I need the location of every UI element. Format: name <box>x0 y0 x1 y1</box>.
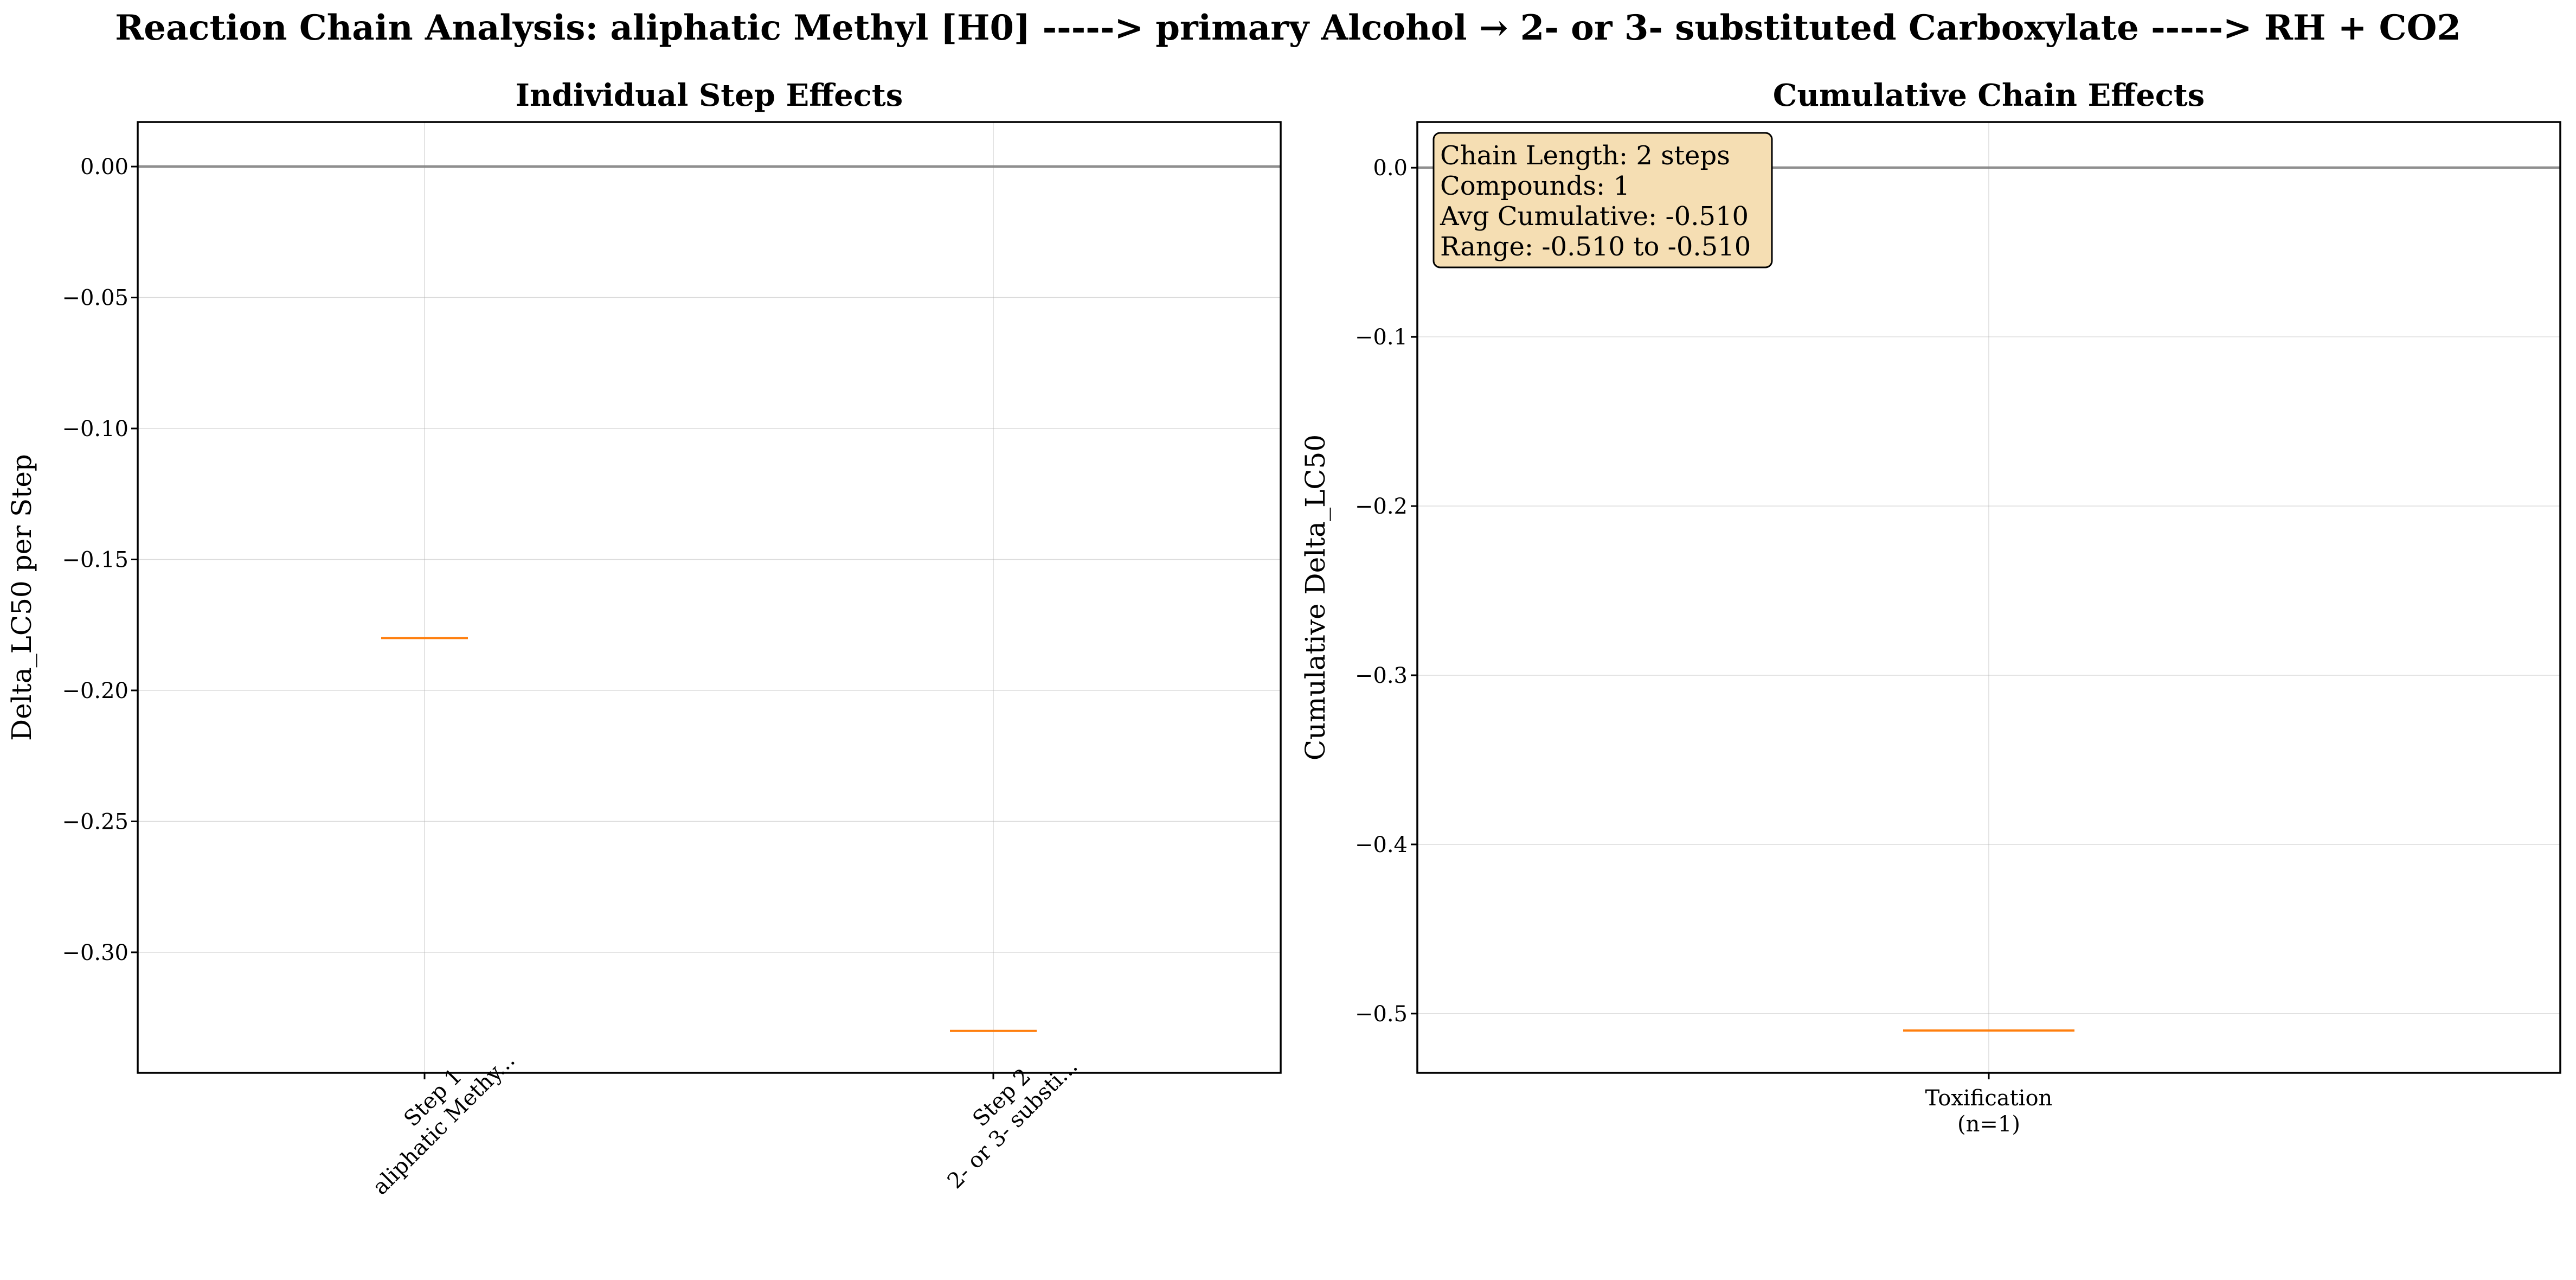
y-tick-label: −0.15 <box>62 547 129 572</box>
chart-panel-1: 0.00 −0.05 −0.10 −0.15 −0.20 −0.25 −0.30 Step 1… <box>6 78 1282 1200</box>
stats-line: Avg Cumulative: -0.510 <box>1440 201 1749 232</box>
x-tick-label: Step 22- or 3- substi... <box>924 1035 1083 1194</box>
stats-line: Range: -0.510 to -0.510 <box>1440 232 1751 262</box>
y-tick-label: −0.3 <box>1355 663 1408 688</box>
y-tick-label: 0.0 <box>1373 156 1408 181</box>
y-tick-label: −0.05 <box>62 286 129 311</box>
chart-panel-2: 0.0 −0.1 −0.2 −0.3 −0.4 −0.5 Toxification(n=1)… <box>1300 78 2561 1137</box>
y-tick-label: −0.2 <box>1355 494 1408 519</box>
x-tick-label: Toxification <box>1925 1086 2053 1111</box>
x-tick-label: Step 1aliphatic Methy... <box>349 1029 519 1200</box>
x-tick-label: (n=1) <box>1957 1112 2020 1137</box>
stats-line: Compounds: 1 <box>1440 171 1630 201</box>
stats-box-background <box>1432 132 1773 268</box>
panel-title: Individual Step Effects <box>516 78 903 113</box>
y-tick-label: −0.25 <box>62 809 129 834</box>
y-axis-label: Cumulative Delta_LC50 <box>1300 434 1331 760</box>
stats-line: Chain Length: 2 steps <box>1440 140 1730 171</box>
y-tick-label: −0.1 <box>1355 325 1408 350</box>
y-tick-label: −0.5 <box>1355 1002 1408 1027</box>
y-tick-label: −0.20 <box>62 679 129 703</box>
y-tick-label: −0.4 <box>1355 833 1408 857</box>
y-tick-label: −0.30 <box>62 940 129 965</box>
figure-title: Reaction Chain Analysis: aliphatic Methy… <box>115 8 2461 48</box>
y-tick-label: −0.10 <box>62 417 129 441</box>
axes-frame <box>137 121 1282 1074</box>
grid-lines <box>138 122 1281 1073</box>
panel-title: Cumulative Chain Effects <box>1773 78 2205 113</box>
y-axis-label: Delta_LC50 per Step <box>6 454 37 741</box>
y-tick-label: 0.00 <box>80 155 129 180</box>
axes-frame <box>1416 121 2561 1074</box>
